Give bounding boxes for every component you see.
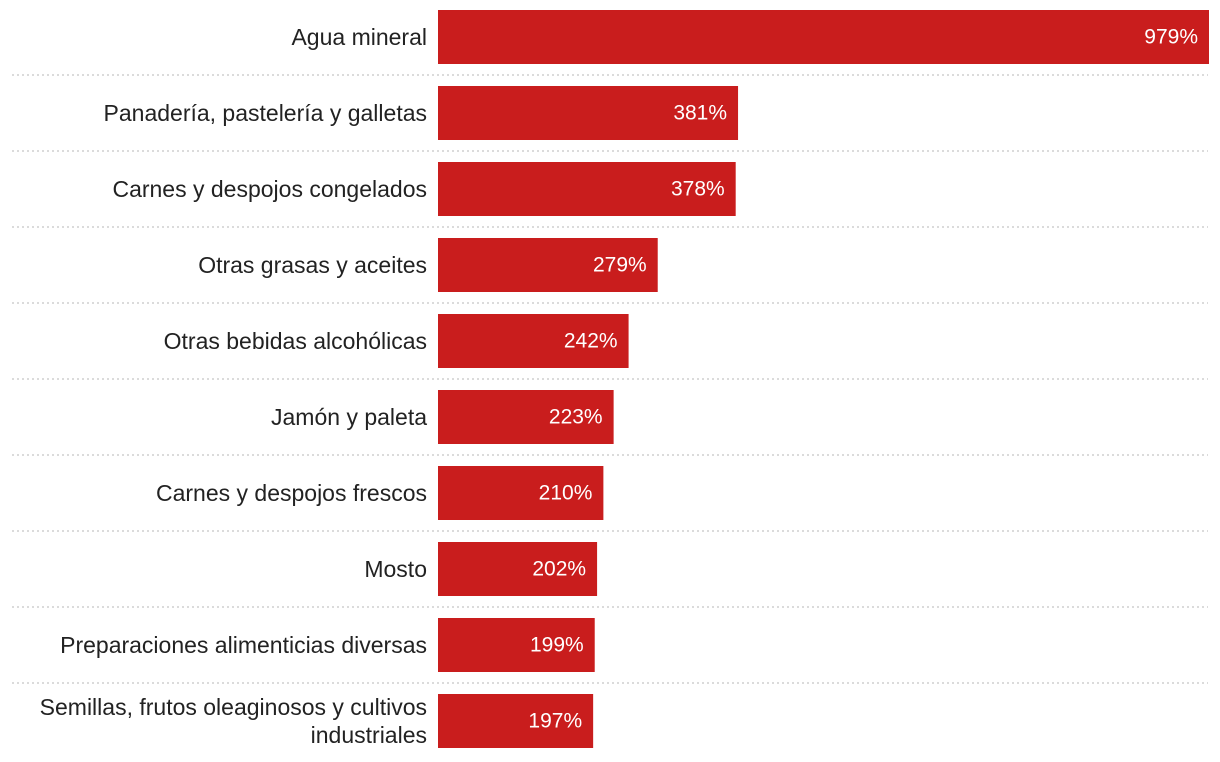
category-label: Otras bebidas alcohólicas: [164, 328, 427, 354]
data-label: 202%: [532, 558, 586, 581]
category-label-line: industriales: [311, 722, 427, 748]
data-label: 242%: [564, 330, 618, 353]
category-label-line: Carnes y despojos congelados: [112, 176, 427, 202]
category-label-line: Jamón y paleta: [271, 404, 427, 430]
data-label: 979%: [1144, 26, 1198, 49]
category-label-line: Semillas, frutos oleaginosos y cultivos: [40, 694, 427, 720]
bar: [438, 86, 739, 140]
category-label: Mosto: [364, 556, 427, 582]
data-label: 199%: [530, 634, 584, 657]
data-label: 381%: [673, 102, 727, 125]
bar: [438, 314, 629, 368]
data-label: 279%: [593, 254, 647, 277]
category-label: Carnes y despojos congelados: [112, 176, 427, 202]
bar: [438, 466, 604, 520]
category-label-line: Carnes y despojos frescos: [156, 480, 427, 506]
category-label: Semillas, frutos oleaginosos y cultivos i…: [40, 694, 427, 748]
category-label: Otras grasas y aceites: [198, 252, 427, 278]
bar: [438, 238, 658, 292]
category-label: Preparaciones alimenticias diversas: [60, 632, 427, 658]
category-label-line: Preparaciones alimenticias diversas: [60, 632, 427, 658]
bar: [438, 618, 595, 672]
bar: [438, 694, 594, 748]
category-label: Agua mineral: [291, 24, 427, 50]
data-label: 378%: [671, 178, 725, 201]
category-label-line: Otras bebidas alcohólicas: [164, 328, 427, 354]
bar: [438, 542, 598, 596]
category-label-line: Panadería, pastelería y galletas: [104, 100, 427, 126]
bar: [438, 162, 736, 216]
category-label: Panadería, pastelería y galletas: [104, 100, 427, 126]
category-label-line: Mosto: [364, 556, 427, 582]
category-label: Jamón y paleta: [271, 404, 427, 430]
category-label: Carnes y despojos frescos: [156, 480, 427, 506]
data-label: 197%: [528, 710, 582, 733]
bar: [438, 10, 1209, 64]
data-label: 223%: [549, 406, 603, 429]
data-label: 210%: [539, 482, 593, 505]
bar: [438, 390, 614, 444]
category-label-line: Otras grasas y aceites: [198, 252, 427, 278]
category-label-line: Agua mineral: [291, 24, 427, 50]
